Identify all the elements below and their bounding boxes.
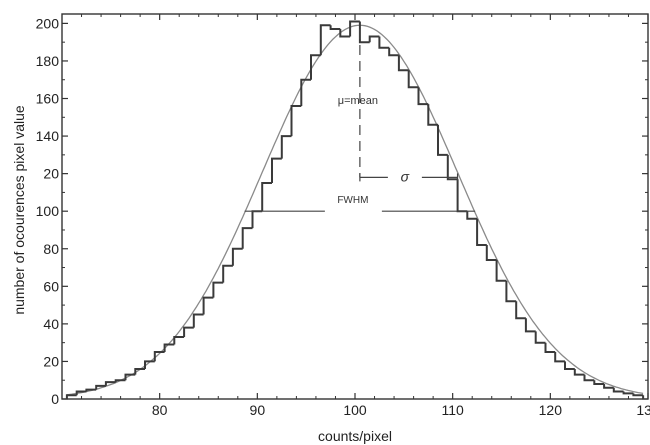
histogram-bin [427, 104, 438, 126]
histogram-bin [583, 374, 595, 382]
histogram-bin [202, 296, 214, 315]
histogram-bin [612, 387, 624, 393]
plot-frame [61, 13, 649, 400]
histogram-bin [183, 326, 194, 337]
y-tick-label: 200 [36, 15, 60, 31]
x-tick-label: 80 [152, 402, 168, 418]
histogram-bin [622, 391, 634, 395]
histogram-bin [593, 380, 605, 385]
histogram-bin [397, 55, 409, 72]
histogram-bin [466, 211, 478, 220]
histogram-bin [319, 24, 331, 56]
gaussian-fit [66, 24, 644, 396]
histogram-bin [271, 157, 282, 183]
histogram-bin [222, 264, 233, 283]
histogram-bin [75, 390, 87, 396]
histogram-bin [85, 388, 97, 392]
histogram-bin [437, 124, 448, 156]
y-axis-title: number of ocourences pixel value [11, 105, 27, 315]
histogram-bin [212, 281, 224, 298]
x-tick-label: 90 [250, 402, 266, 418]
histogram-bin [515, 301, 526, 320]
histogram-bin [95, 384, 106, 390]
y-tick-label: 80 [43, 241, 59, 257]
histogram-bin [173, 336, 185, 345]
histogram-bin [124, 373, 136, 381]
histogram-bin [495, 260, 507, 282]
annotations: μ=mean σ FWHM [244, 29, 476, 212]
x-tick-label: 130 [636, 402, 650, 418]
histogram-bin [349, 20, 360, 37]
histogram-bin [231, 247, 243, 266]
histogram-bin [524, 318, 536, 333]
y-tick-label: 40 [43, 316, 59, 332]
histogram-bin [241, 227, 253, 249]
histogram-bin [505, 280, 517, 303]
histogram-bin [251, 210, 263, 229]
histogram-bin [632, 393, 644, 397]
histogram-bin [358, 21, 370, 44]
histogram-bin [378, 36, 390, 49]
histogram-bin [144, 360, 155, 369]
histogram-bin [603, 384, 614, 389]
histogram-bin [261, 182, 272, 212]
histogram-bin [65, 394, 77, 399]
histogram-bin [368, 35, 380, 43]
histogram-bin [417, 87, 429, 106]
histogram-bin [134, 368, 145, 375]
histogram-bin [564, 361, 575, 370]
y-tick-label: 20 [43, 353, 59, 369]
histogram-bin [573, 369, 585, 376]
mean-label: μ=mean [338, 95, 378, 107]
y-tick-label: 100 [36, 203, 60, 219]
histogram-bin [310, 54, 321, 80]
histogram-bin [192, 313, 204, 328]
histogram-bin [407, 70, 419, 89]
y-tick-label: 60 [43, 278, 59, 294]
fwhm-label: FWHM [337, 195, 368, 206]
histogram-bin [554, 352, 565, 363]
histogram-series [65, 20, 645, 399]
x-axis-title: counts/pixel [318, 428, 392, 444]
histogram-bin [329, 25, 341, 30]
x-tick-label: 100 [343, 402, 367, 418]
histogram-bin [163, 343, 175, 352]
histogram-bin [446, 154, 458, 181]
y-tick-label: 180 [36, 53, 60, 69]
y-tick-label: 20 [43, 166, 59, 182]
sigma-label: σ [401, 168, 410, 184]
x-tick-label: 110 [442, 402, 465, 418]
histogram-bin [290, 105, 302, 137]
histogram-bin [544, 342, 556, 353]
x-tick-label: 120 [539, 402, 563, 418]
histogram-bin [339, 29, 351, 38]
x-axis: 80 90 100 110 120 130 [81, 14, 650, 418]
y-tick-label: 0 [51, 391, 59, 407]
histogram-bin [104, 381, 116, 386]
histogram-bin [476, 218, 487, 246]
histogram-bin [280, 135, 292, 159]
histogram-bin [153, 351, 165, 362]
y-tick-label: 160 [36, 91, 60, 107]
histogram-bin [388, 47, 399, 57]
histogram-bin [300, 78, 311, 106]
y-axis: 0 20 40 60 80 100 20 140 160 180 200 [36, 15, 648, 407]
y-tick-label: 140 [36, 128, 60, 144]
histogram-bin [114, 379, 126, 383]
fit-curve [66, 24, 644, 396]
histogram-bin [485, 245, 497, 261]
histogram-bin [534, 331, 546, 344]
